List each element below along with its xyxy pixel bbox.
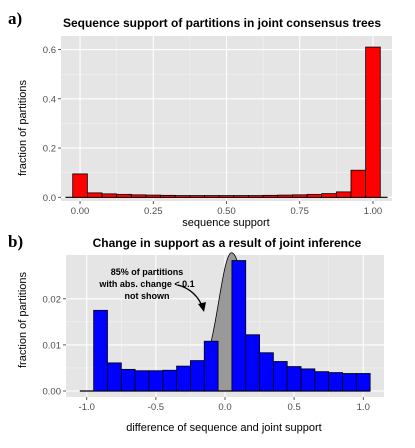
panel-b-title: Change in support as a result of joint i… — [93, 236, 362, 250]
bar — [355, 373, 371, 392]
bar — [342, 373, 357, 392]
bar — [262, 194, 279, 198]
panel-b-plot: -1.0 -0.5 0.0 0.5 1.0 0.00 0.01 0.02 — [43, 252, 384, 413]
panel-b-ylabel: fraction of partitions — [17, 272, 29, 368]
x-tick-label: -1.0 — [79, 402, 95, 413]
y-tick-label: 0.4 — [43, 94, 56, 105]
bar — [365, 46, 381, 198]
bar — [300, 368, 316, 392]
y-tick-label: 0.02 — [43, 294, 62, 305]
y-tick-label: 0.00 — [43, 387, 62, 398]
bar — [286, 366, 302, 392]
x-tick-label: 1.0 — [357, 402, 370, 413]
bar — [328, 372, 343, 392]
bar — [272, 361, 288, 392]
panel-a-plot: 0.00 0.25 0.50 0.75 1.00 0.0 0.2 0.4 0.6 — [43, 36, 392, 217]
bar — [233, 195, 249, 198]
bar — [148, 370, 164, 392]
bar — [145, 194, 161, 198]
panel-a-title: Sequence support of partitions in joint … — [63, 16, 381, 30]
bar — [107, 362, 122, 392]
bar — [176, 365, 191, 392]
bar — [231, 260, 247, 392]
bar — [160, 194, 176, 198]
panel-b-xlabel: difference of sequence and joint support — [126, 422, 322, 434]
bar — [101, 193, 118, 198]
annotation-line-2: with abs. change < 0.1 — [98, 279, 194, 289]
x-tick-label: 0.5 — [288, 402, 301, 413]
bar — [162, 369, 178, 392]
panel-b-letter: b) — [8, 232, 23, 251]
bar — [190, 360, 205, 392]
bar — [203, 340, 219, 392]
panel-a-letter: a) — [8, 9, 22, 28]
annotation-arrowhead — [198, 302, 206, 312]
x-tick-label: 0.50 — [217, 206, 236, 217]
panel-a-xlabel: sequence support — [182, 217, 269, 229]
bar — [314, 371, 330, 392]
bar — [335, 191, 352, 198]
bar — [306, 193, 323, 198]
x-tick-label: -0.5 — [148, 402, 164, 413]
bar — [116, 193, 132, 198]
bar — [245, 334, 260, 392]
bar — [218, 195, 235, 198]
bar — [259, 352, 274, 392]
bar — [277, 194, 293, 198]
bar — [120, 368, 136, 392]
panel-b-annotation: 85% of partitions with abs. change < 0.1… — [98, 267, 206, 312]
y-tick-label: 0.2 — [43, 144, 56, 155]
bar — [93, 309, 108, 392]
bar — [292, 194, 308, 198]
annotation-line-1: 85% of partitions — [111, 267, 184, 277]
bar — [72, 173, 88, 198]
annotation-line-3: not shown — [125, 291, 170, 301]
y-tick-label: 0.6 — [43, 45, 56, 56]
panel-a-ylabel: fraction of partitions — [17, 80, 29, 176]
x-tick-label: 0.25 — [144, 206, 163, 217]
bar — [350, 169, 367, 198]
bar — [86, 192, 103, 198]
x-tick-label: 0.0 — [218, 402, 231, 413]
bar — [204, 195, 220, 198]
bar — [130, 194, 147, 198]
x-tick-label: 0.75 — [290, 206, 309, 217]
bar — [248, 195, 264, 198]
x-tick-label: 0.00 — [71, 206, 90, 217]
bar — [134, 370, 150, 392]
y-tick-label: 0.0 — [43, 193, 56, 204]
bar — [174, 195, 191, 198]
bar — [189, 195, 205, 198]
bar — [321, 193, 337, 198]
y-tick-label: 0.01 — [43, 340, 62, 351]
x-tick-label: 1.00 — [364, 206, 383, 217]
